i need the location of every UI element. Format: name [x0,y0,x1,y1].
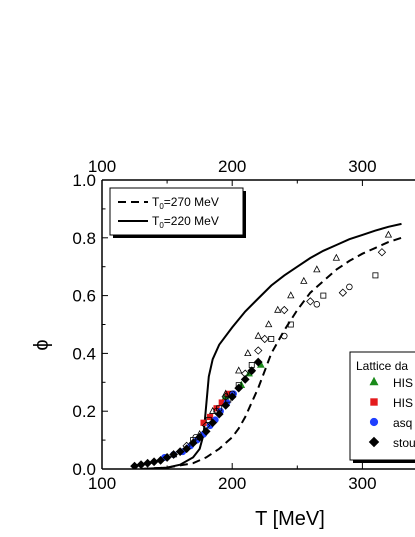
legend-label-subscript: 0 [159,202,164,211]
series-line-dashed [141,236,402,469]
legend-markers: Lattice da HIS HIS asq stou [349,351,415,463]
data-point-diamond-5 [162,453,172,462]
data-point-open-diamond-4 [254,346,263,355]
data-point-open-circle-4 [281,332,288,340]
legend-lines-box [109,187,244,236]
legend-label-prefix: T [152,214,160,228]
x-axis-title: T [MeV] [255,508,325,530]
data-point-open-triangle-4 [235,366,243,374]
data-point-open-square-4 [235,382,242,389]
legend-markers-title: Lattice da [356,359,408,373]
series-open-circle-points [192,283,353,441]
data-point-open-circle-3 [248,367,255,374]
legend-label-suffix: =220 MeV [164,214,219,228]
data-point-diamond-11 [201,427,211,436]
legend-line-label-1: T0=220 MeV [152,214,219,230]
legend-label-suffix: =270 MeV [164,195,219,209]
data-point-open-circle-6 [346,283,353,291]
legend-marker-label-2: asq [393,416,412,430]
legend-label-prefix: T [152,195,160,209]
y-tick-label: 0.8 [72,229,96,248]
data-point-open-diamond-7 [306,297,315,306]
series-open-triangle-points [169,230,393,458]
data-point-diamond-3 [149,457,159,467]
x-tick-label-top: 200 [218,157,246,176]
data-point-open-square-7 [287,321,294,328]
data-point-diamond-8 [182,444,192,454]
y-axis-title: ϕ [31,339,53,350]
data-point-diamond-1 [136,460,146,469]
x-tick-label-bottom: 200 [218,474,246,493]
data-point-open-diamond-8 [338,288,348,297]
data-point-open-circle-0 [192,433,199,441]
legend-markers-box [349,351,415,461]
legend-marker-label-3: stou [393,436,415,450]
y-tick-label: 1.0 [72,171,96,190]
data-point-open-diamond-9 [377,248,387,257]
legend-line-label-0: T0=270 MeV [152,195,219,211]
legend-marker-circle-icon [369,417,379,427]
data-point-open-triangle-3 [222,389,230,397]
x-tick-label-bottom: 100 [88,474,116,493]
data-point-open-triangle-10 [300,276,308,284]
data-point-open-triangle-2 [209,406,217,414]
x-tick-label-bottom: 300 [348,474,376,493]
data-point-open-triangle-12 [332,253,341,261]
data-point-open-square-8 [320,292,327,299]
legend-marker-square-icon [370,398,378,406]
data-point-open-diamond-3 [241,369,250,378]
data-point-open-circle-5 [313,301,321,308]
data-point-open-triangle-8 [274,305,282,313]
data-point-open-triangle-9 [287,291,295,299]
y-tick-label: 0.6 [72,287,96,306]
data-point-diamond-4 [156,455,165,465]
data-point-diamond-12 [208,418,218,428]
y-tick-label: 0.4 [72,344,96,363]
data-point-open-square-1 [205,416,212,423]
x-tick-label-top: 300 [348,157,376,176]
data-point-open-circle-2 [228,390,236,398]
y-tick-label: 0.0 [72,460,96,479]
data-point-diamond-17 [240,375,250,384]
legend-marker-triangle-icon [369,376,379,386]
data-point-open-diamond-6 [280,305,289,315]
data-point-open-square-6 [268,335,275,342]
legend-marker-label-1: HIS [393,396,413,410]
legend-marker-diamond-icon [368,436,380,448]
data-point-open-circle-1 [213,407,220,415]
data-point-open-diamond-0 [182,441,191,451]
series-line-solid [141,222,402,469]
data-point-diamond-13 [214,409,224,419]
data-point-diamond-7 [175,447,185,457]
series-open-diamond-points [182,248,387,451]
data-point-open-diamond-5 [260,334,269,344]
x-tick-label-top: 100 [88,157,116,176]
data-point-open-square-3 [225,396,232,403]
legend-label-subscript: 0 [159,221,164,230]
data-point-diamond-2 [143,458,152,468]
data-point-open-square-9 [372,272,379,279]
data-point-open-triangle-7 [264,320,273,328]
data-point-open-triangle-11 [313,265,321,273]
axes: 100 100 200 200 300 300 0.0 0.2 0.4 0.6 0.8 1.0 [72,157,415,493]
data-point-open-triangle-1 [195,430,204,437]
data-point-open-diamond-1 [201,421,211,430]
data-point-diamond-14 [221,401,231,410]
data-point-open-triangle-0 [169,450,178,458]
clipped-data [130,222,402,469]
data-point-diamond-19 [253,357,263,367]
data-point-open-triangle-6 [254,331,262,339]
data-point-open-triangle-13 [384,230,393,238]
legend-marker-label-0: HIS [393,376,413,390]
plot-data-layer [130,222,402,469]
y-tick-label: 0.2 [72,402,96,421]
data-point-open-triangle-5 [244,349,252,357]
